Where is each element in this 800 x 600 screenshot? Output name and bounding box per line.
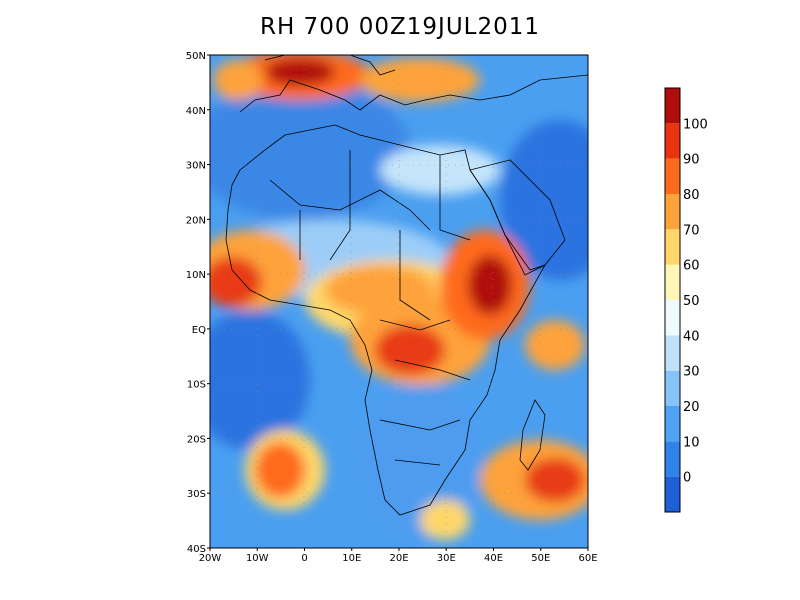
longitude-labels: 20W 10W 0 10E 20E 30E 40E 50E 60E bbox=[199, 548, 598, 564]
lat-label: 40S bbox=[187, 544, 206, 555]
colorbar-frame bbox=[664, 87, 681, 513]
colorbar-segment bbox=[665, 158, 680, 194]
lon-label: 60E bbox=[578, 553, 597, 564]
lon-label: 10W bbox=[246, 553, 269, 564]
colorbar-label: 60 bbox=[683, 259, 700, 274]
latitude-labels: 50N 40N 30N 20N 10N EQ 10S 20S 30S 40S bbox=[186, 51, 210, 555]
colorbar-label: 30 bbox=[683, 365, 700, 380]
lat-label: 10N bbox=[186, 270, 206, 281]
coastlines bbox=[225, 55, 588, 516]
colorbar-segment bbox=[665, 123, 680, 159]
colorbar-label: 90 bbox=[683, 153, 700, 168]
colorbar-segment bbox=[665, 441, 680, 477]
lat-label: 30N bbox=[186, 161, 206, 172]
lat-label: 10S bbox=[187, 380, 206, 391]
colorbar-segment bbox=[665, 264, 680, 300]
lat-label: 30S bbox=[187, 489, 206, 500]
lat-label: EQ bbox=[192, 325, 206, 336]
colorbar bbox=[664, 87, 681, 513]
colorbar-label: 100 bbox=[683, 117, 708, 132]
colorbar-segment bbox=[665, 194, 680, 230]
colorbar-label: 0 bbox=[683, 471, 691, 486]
colorbar-segment bbox=[665, 88, 680, 124]
colorbar-segment bbox=[665, 300, 680, 336]
map-title: RH 700 00Z19JUL2011 bbox=[259, 14, 541, 40]
lon-label: 20E bbox=[389, 553, 408, 564]
lat-label: 50N bbox=[186, 51, 206, 62]
colorbar-label: 20 bbox=[683, 400, 700, 415]
colorbar-label: 70 bbox=[683, 223, 700, 238]
lat-label: 20S bbox=[187, 434, 206, 445]
colorbar-segment bbox=[665, 476, 680, 512]
lon-label: 40E bbox=[484, 553, 503, 564]
lat-label: 40N bbox=[186, 106, 206, 117]
colorbar-label: 50 bbox=[683, 294, 700, 309]
rh-field bbox=[210, 55, 588, 548]
lon-label: 10E bbox=[342, 553, 361, 564]
lon-label: 50E bbox=[531, 553, 550, 564]
colorbar-labels: 0 10 20 30 40 50 60 70 80 90 100 bbox=[683, 117, 708, 485]
lon-label: 30E bbox=[437, 553, 456, 564]
colorbar-label: 80 bbox=[683, 188, 700, 203]
lat-label: 20N bbox=[186, 215, 206, 226]
lon-label: 20W bbox=[199, 553, 222, 564]
grid-lines bbox=[210, 55, 588, 548]
colorbar-segment bbox=[665, 229, 680, 265]
lon-label: 0 bbox=[301, 553, 307, 564]
colorbar-segment bbox=[665, 335, 680, 371]
colorbar-label: 10 bbox=[683, 435, 700, 450]
colorbar-segment bbox=[665, 406, 680, 442]
colorbar-segment bbox=[665, 370, 680, 406]
colorbar-label: 40 bbox=[683, 329, 700, 344]
